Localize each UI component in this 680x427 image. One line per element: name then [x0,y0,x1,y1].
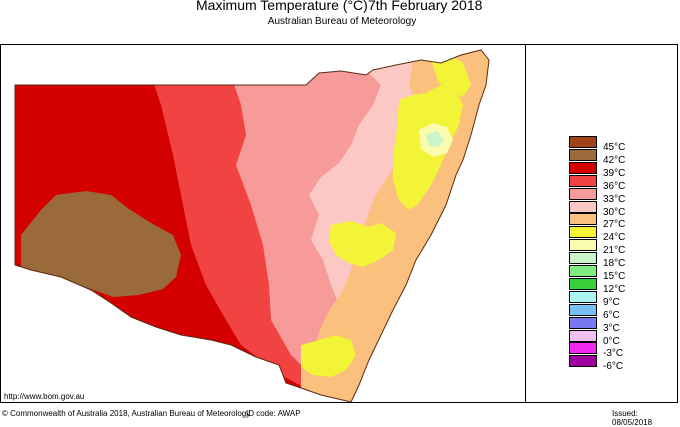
frame-divider [525,44,526,403]
legend-swatch [569,329,597,342]
zone-18 [426,131,444,147]
map-header: Maximum Temperature (°C) 7th February 20… [0,0,680,44]
nsw-coastline [14,49,490,402]
bom-url: http://www.bom.gov.au [4,392,85,401]
legend-label: 21°C [603,245,626,257]
legend-swatch [569,265,597,277]
legend-label: 18°C [603,258,626,270]
legend-swatch [569,342,597,355]
legend-label: 33°C [603,193,626,205]
legend-label: 9°C [603,296,620,308]
copyright-text: © Commonwealth of Australia 2018, Austra… [2,409,251,418]
legend-swatch [569,355,597,368]
title-variable: Maximum Temperature (°C) [196,0,368,13]
legend-swatch [569,277,597,290]
legend-swatch [569,252,597,265]
legend-label: 6°C [603,309,620,321]
zone-24-central [329,221,396,267]
legend-label: 39°C [603,167,626,179]
legend-swatch [569,226,597,239]
legend-label: 30°C [603,206,626,218]
nsw-region [15,50,489,402]
legend-swatch [569,136,597,148]
issued-date: Issued: 08/05/2018 [612,409,653,427]
legend-swatch [569,148,597,161]
legend-label: 3°C [603,322,620,334]
title-date: 7th February 2018 [368,0,483,13]
map-subtitle: Australian Bureau of Meteorology [267,16,417,27]
legend-swatch [569,290,597,303]
legend-label: 27°C [603,219,626,231]
legend-label: 24°C [603,232,626,244]
legend-swatch [569,303,597,316]
footer-bar: © Commonwealth of Australia 2018, Austra… [0,407,680,427]
zone-42 [21,191,181,297]
legend-swatch [569,316,597,329]
legend-swatch [569,239,597,252]
legend-swatch [569,187,597,200]
legend-label: 15°C [603,271,626,282]
id-code: ID code: AWAP [246,409,301,418]
zone-24-south [301,335,356,377]
legend-label: 0°C [603,335,620,347]
legend-label: 45°C [603,142,626,153]
legend-label: -3°C [603,348,624,360]
legend-swatch [569,200,597,213]
legend-label: 36°C [603,180,626,192]
legend-swatch [569,174,597,187]
legend-label: -6°C [603,361,624,373]
legend-label: 12°C [603,283,626,295]
legend-swatch [569,213,597,226]
legend-label: 42°C [603,154,626,166]
temperature-map [14,49,490,402]
zone-24-north [431,55,471,97]
legend-swatch [569,161,597,174]
map-frame [0,44,678,403]
